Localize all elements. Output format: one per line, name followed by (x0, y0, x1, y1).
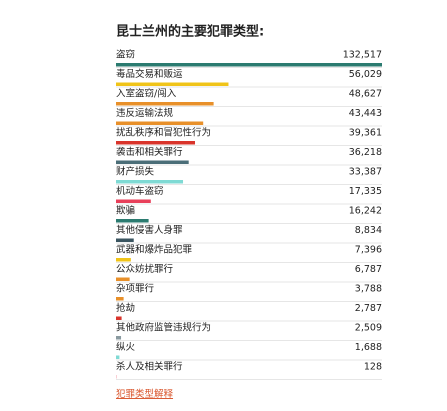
value-label: 33,387 (349, 167, 382, 178)
bar (116, 82, 229, 86)
category-label: 欺骗 (116, 205, 135, 217)
category-label: 入室盗窃/闯入 (116, 88, 177, 100)
category-label: 其他政府监管违规行为 (116, 322, 211, 334)
value-label: 17,335 (349, 186, 382, 197)
bar (116, 121, 204, 125)
category-label: 财产损失 (116, 166, 155, 178)
bar (116, 219, 149, 223)
value-label: 2,509 (355, 323, 382, 334)
category-label: 盗窃 (116, 49, 135, 61)
category-label: 杀人及相关罪行 (116, 361, 183, 373)
value-label: 39,361 (349, 128, 382, 139)
value-label: 36,218 (349, 147, 382, 158)
category-label: 杂项罪行 (116, 283, 155, 295)
category-label: 毒品交易和贩运 (116, 68, 183, 80)
value-label: 2,787 (355, 303, 382, 314)
category-label: 违反运输法规 (116, 107, 174, 119)
chart-title: 昆士兰州的主要犯罪类型: (116, 24, 264, 40)
bar (116, 141, 196, 145)
category-label: 武器和爆炸品犯罪 (116, 244, 193, 256)
value-label: 16,242 (349, 206, 382, 217)
bar (116, 180, 184, 184)
bar (116, 160, 189, 164)
bar (116, 258, 131, 262)
value-label: 3,788 (355, 284, 382, 295)
bar (116, 297, 124, 301)
bar (116, 277, 130, 281)
explanation-link[interactable]: 犯罪类型解释 (116, 388, 174, 400)
value-label: 132,517 (343, 50, 382, 61)
value-label: 7,396 (355, 245, 382, 256)
bar (116, 63, 382, 67)
category-label: 公众妨扰罪行 (116, 263, 174, 275)
value-label: 8,834 (355, 225, 382, 236)
category-label: 扰乱秩序和冒犯性行为 (116, 127, 211, 139)
value-label: 1,688 (355, 342, 382, 353)
value-label: 6,787 (355, 264, 382, 275)
bar (116, 102, 214, 106)
bar (116, 238, 134, 242)
category-label: 机动车盗窃 (116, 185, 164, 197)
value-label: 56,029 (349, 69, 382, 80)
bar (116, 336, 122, 340)
value-label: 48,627 (349, 89, 382, 100)
category-label: 抢劫 (116, 302, 135, 314)
value-label: 128 (364, 362, 382, 373)
value-label: 43,443 (349, 108, 382, 119)
category-label: 袭击和相关罪行 (116, 146, 183, 158)
bar (116, 199, 151, 203)
category-label: 其他侵害人身罪 (116, 224, 183, 236)
bar (116, 316, 122, 320)
category-label: 纵火 (116, 342, 136, 353)
bar (116, 355, 120, 359)
